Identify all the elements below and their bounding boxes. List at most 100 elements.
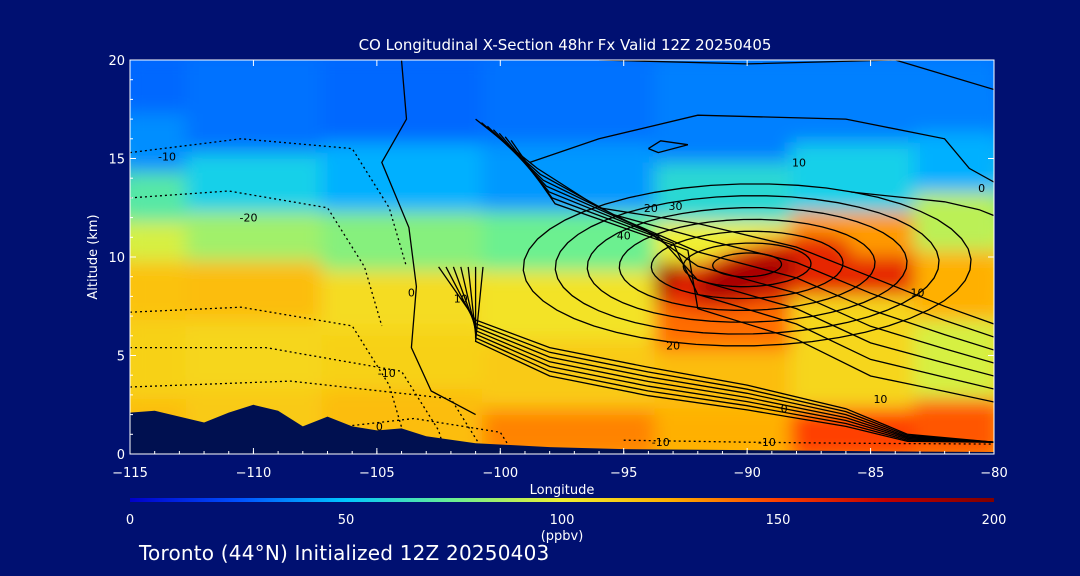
contour-label: 20	[644, 202, 658, 215]
colorbar-gradient	[130, 498, 994, 502]
negative-contour	[130, 346, 447, 454]
x-tick-label: −90	[733, 466, 760, 481]
terrain-mask	[130, 404, 994, 454]
contour-label: -10	[378, 367, 396, 380]
x-tick-label: −115	[112, 466, 148, 481]
contour-label: 0	[978, 182, 985, 195]
heatmap-cell	[185, 203, 334, 261]
contour-label: 20	[666, 340, 680, 353]
surface-max-region	[818, 428, 899, 449]
colorbar	[130, 498, 994, 502]
x-tick-label: −80	[980, 466, 1007, 481]
heatmap-cell	[913, 243, 994, 321]
positive-contour	[460, 266, 994, 443]
heatmap-cell	[185, 144, 334, 212]
positive-contour	[474, 266, 994, 443]
heatmap-cell	[481, 331, 667, 409]
contour-label: 40	[617, 229, 631, 242]
contour-label: 0	[376, 420, 383, 433]
x-tick-label: −95	[610, 466, 637, 481]
contour-label: 10	[792, 156, 806, 169]
positive-contour	[452, 266, 994, 443]
negative-contour	[130, 190, 383, 327]
positive-contour	[474, 266, 994, 443]
heatmap-cell	[321, 262, 494, 330]
positive-contour	[682, 242, 812, 288]
heatmap-cell	[654, 60, 803, 163]
negative-contour	[130, 380, 487, 454]
y-axis: 0 5 10 15 20	[108, 54, 994, 463]
x-axis-label: Longitude	[530, 483, 595, 498]
heatmap-cell	[913, 124, 994, 193]
positive-contour	[481, 122, 994, 338]
heatmap-cell	[481, 262, 667, 340]
positive-contour	[554, 195, 940, 335]
positive-contour	[438, 266, 994, 443]
contour-label: 30	[669, 200, 683, 213]
colorbar-tick-label: 200	[982, 513, 1007, 528]
heatmap-cell	[321, 321, 494, 390]
contour-label: -10	[158, 151, 176, 164]
x-tick-label: −100	[482, 466, 518, 481]
heatmap-cell	[913, 184, 994, 252]
heatmap-cell	[913, 312, 994, 399]
positive-contour	[598, 60, 994, 91]
heatmap-cell	[321, 134, 494, 212]
colorbar-tick-label: 50	[338, 513, 355, 528]
heatmap-cell	[654, 400, 803, 454]
x-tick-label: −105	[359, 466, 395, 481]
heatmap-cell	[790, 134, 926, 212]
y-tick-label: 0	[117, 448, 125, 463]
contour-label: 0	[408, 286, 415, 299]
footer-caption: Toronto (44°N) Initialized 12Z 20250403	[139, 541, 550, 565]
positive-contour	[650, 230, 844, 300]
positive-contour	[529, 114, 994, 183]
colorbar-ticks: 0 50 100 150 200	[126, 513, 1007, 528]
heatmap-cell	[321, 203, 494, 271]
heatmap-cell	[790, 60, 926, 143]
y-tick-label: 15	[108, 153, 125, 168]
positive-contour	[498, 132, 994, 377]
positive-contour	[510, 140, 994, 403]
positive-contour	[381, 60, 476, 416]
positive-contour	[586, 206, 908, 323]
positive-contour	[467, 266, 994, 443]
positive-contour	[850, 191, 994, 217]
positive-contour	[618, 218, 876, 311]
heatmap-cell	[790, 341, 926, 409]
heatmap-cell	[321, 60, 494, 143]
positive-contour	[475, 118, 994, 325]
x-tick-label: −85	[857, 466, 884, 481]
contour-lines	[130, 60, 994, 454]
positive-contour	[504, 136, 994, 390]
x-axis: −115 −110 −105 −100 −95 −90 −85 −80	[112, 60, 1008, 481]
positive-contour	[648, 140, 689, 154]
heatmap-field	[130, 60, 994, 454]
y-tick-label: 10	[108, 251, 125, 266]
heatmap-cell	[481, 60, 667, 143]
positive-contour	[486, 125, 994, 351]
positive-contour	[445, 266, 994, 443]
positive-contour	[492, 129, 994, 364]
colorbar-unit: (ppbv)	[541, 529, 584, 544]
contour-label: 10	[873, 393, 887, 406]
plot-area: -10 -20 0 10 -10 0 -10 20 30 40 10 0 10 20 10 0 -10	[130, 60, 994, 454]
negative-contour	[623, 439, 994, 445]
contour-label: 10	[454, 292, 468, 305]
heatmap-cell	[185, 253, 334, 321]
y-axis-label: Altitude (km)	[86, 214, 101, 299]
contour-label: -20	[240, 212, 258, 225]
y-tick-label: 5	[117, 350, 125, 365]
contour-label: -10	[758, 436, 776, 449]
chart-title: CO Longitudinal X-Section 48hr Fx Valid …	[359, 36, 772, 54]
heatmap-cell	[790, 287, 926, 350]
heatmap-cell	[185, 312, 334, 390]
contour-labels: -10 -20 0 10 -10 0 -10 20 30 40 10 0 10 20 10 0 -10	[158, 151, 985, 450]
contour-label: 10	[910, 286, 924, 299]
colorbar-tick-label: 150	[766, 513, 791, 528]
heatmap-cell	[913, 60, 994, 133]
colorbar-tick-label: 100	[550, 513, 575, 528]
contour-label: 0	[781, 403, 788, 416]
contour-label: -10	[652, 436, 670, 449]
